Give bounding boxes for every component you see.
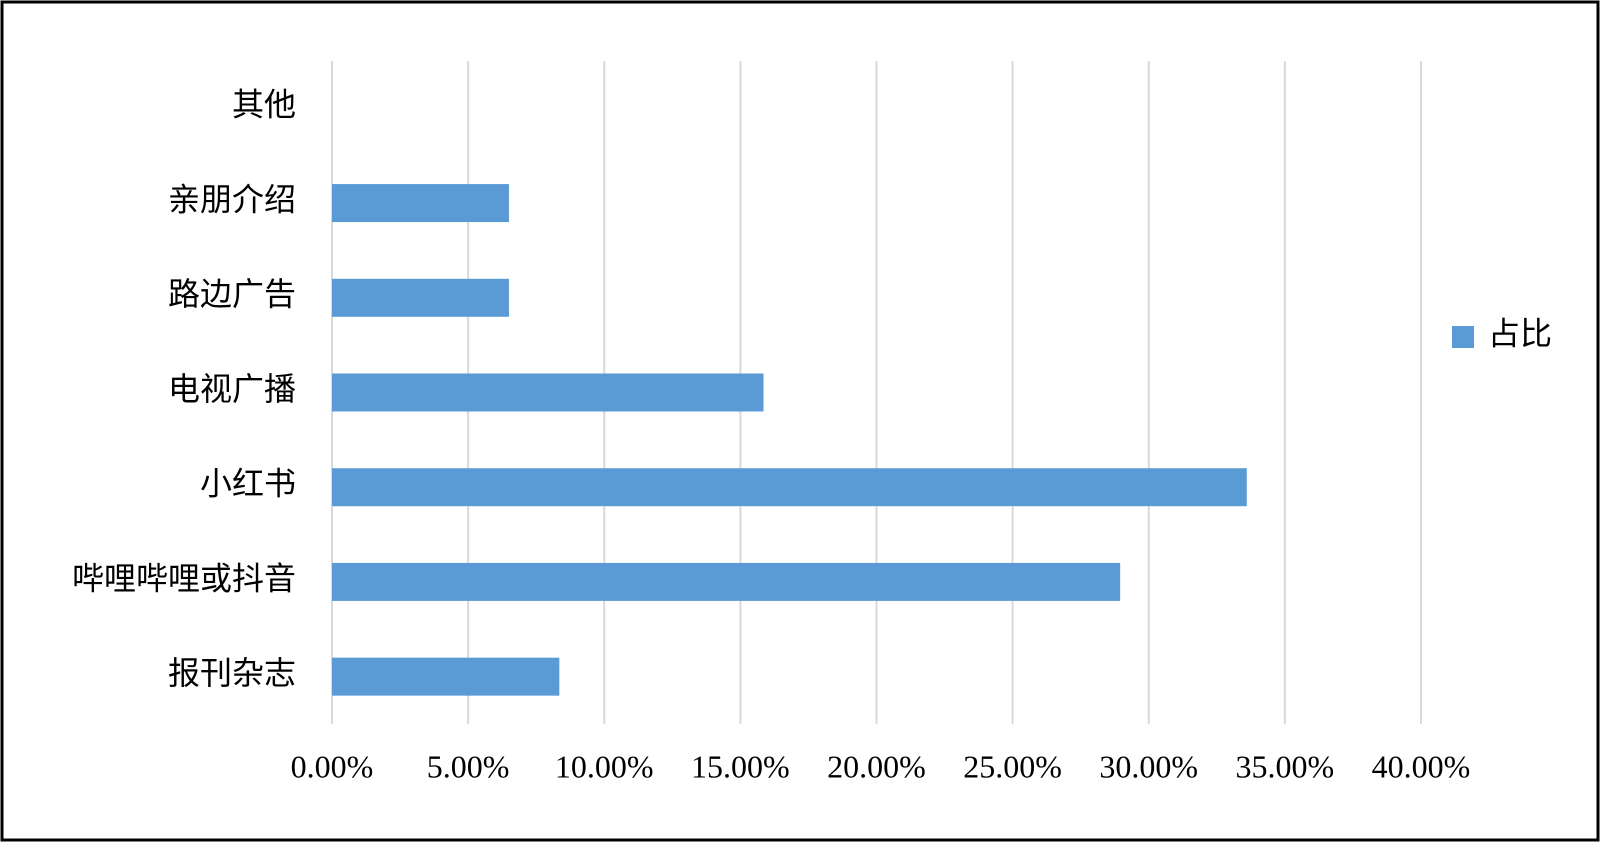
- legend-label: 占比: [1488, 315, 1552, 351]
- y-tick-label: 小红书: [200, 466, 296, 502]
- legend-swatch: [1452, 326, 1474, 348]
- x-tick-label: 20.00%: [827, 748, 926, 784]
- bar: [332, 468, 1247, 507]
- x-tick-label: 15.00%: [691, 748, 790, 784]
- y-tick-label: 亲朋介绍: [168, 181, 296, 217]
- x-tick-label: 10.00%: [555, 748, 654, 784]
- x-tick-label: 25.00%: [963, 748, 1062, 784]
- y-tick-label: 报刊杂志: [168, 655, 296, 691]
- y-tick-label: 其他: [232, 87, 296, 123]
- bar: [332, 184, 509, 223]
- x-tick-label: 35.00%: [1236, 748, 1335, 784]
- y-tick-label: 电视广播: [168, 371, 296, 407]
- x-tick-label: 5.00%: [427, 748, 510, 784]
- x-tick-label: 30.00%: [1099, 748, 1198, 784]
- bar: [332, 373, 764, 412]
- bar: [332, 278, 509, 317]
- y-tick-label: 哔哩哔哩或抖音: [72, 560, 296, 596]
- x-tick-label: 0.00%: [291, 748, 374, 784]
- x-tick-label: 40.00%: [1372, 748, 1471, 784]
- y-tick-label: 路边广告: [168, 276, 296, 312]
- bar: [332, 562, 1121, 601]
- bar: [332, 657, 560, 696]
